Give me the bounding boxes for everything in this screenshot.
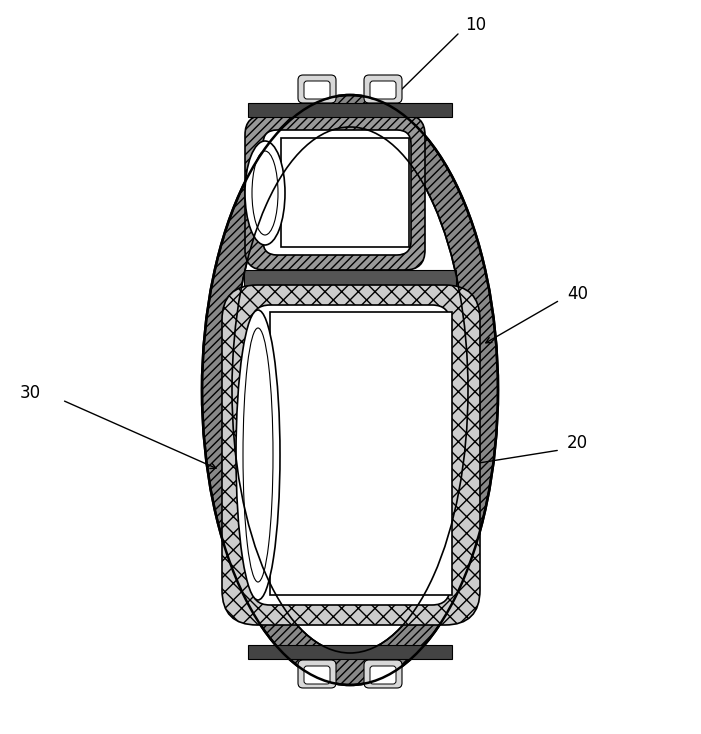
FancyBboxPatch shape [263, 130, 411, 255]
FancyBboxPatch shape [370, 666, 396, 684]
Ellipse shape [252, 151, 278, 235]
Text: 10: 10 [465, 16, 486, 34]
Text: 30: 30 [20, 384, 41, 402]
Bar [281, 138, 409, 247]
FancyBboxPatch shape [364, 75, 402, 103]
FancyBboxPatch shape [370, 81, 396, 99]
Bar [270, 312, 452, 595]
FancyBboxPatch shape [304, 666, 330, 684]
FancyBboxPatch shape [222, 285, 480, 625]
Bar [244, 270, 456, 286]
FancyBboxPatch shape [298, 75, 336, 103]
FancyBboxPatch shape [245, 115, 425, 270]
FancyBboxPatch shape [364, 660, 402, 688]
Bar [248, 645, 452, 659]
Text: 40: 40 [567, 285, 588, 303]
Ellipse shape [202, 95, 498, 685]
Ellipse shape [232, 127, 468, 653]
FancyBboxPatch shape [298, 660, 336, 688]
FancyBboxPatch shape [304, 81, 330, 99]
Ellipse shape [243, 328, 273, 582]
Ellipse shape [245, 141, 285, 245]
Ellipse shape [236, 310, 280, 600]
Bar [248, 103, 452, 117]
Text: 20: 20 [567, 434, 588, 452]
FancyBboxPatch shape [252, 305, 450, 605]
